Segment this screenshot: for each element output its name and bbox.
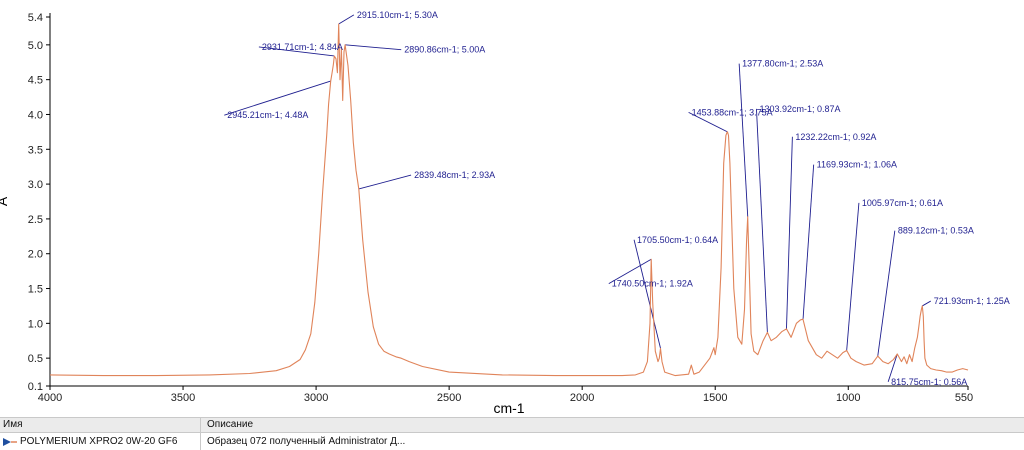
y-tick-label: 3.5 bbox=[28, 144, 43, 156]
y-tick-label: 5.4 bbox=[28, 12, 43, 24]
y-tick-label: 3.0 bbox=[28, 179, 43, 191]
peak-label: 721.93cm-1; 1.25A bbox=[934, 296, 1010, 306]
spectrum-line bbox=[49, 23, 969, 377]
peak-leader-line bbox=[756, 108, 768, 333]
series-group bbox=[49, 23, 969, 377]
y-tick-label: 4.0 bbox=[28, 109, 43, 121]
peak-leader-line bbox=[786, 136, 793, 329]
peak-leader-line bbox=[738, 63, 749, 217]
peak-leader-line bbox=[846, 202, 860, 351]
x-tick-label: 1000 bbox=[836, 392, 860, 404]
peak-label: 1005.97cm-1; 0.61A bbox=[862, 198, 943, 208]
x-tick-label: 3000 bbox=[304, 392, 328, 404]
legend-series-description: Образец 072 полученный Administrator Д..… bbox=[207, 436, 406, 447]
peak-labels: 2915.10cm-1; 5.30A 2931.71cm-1; 4.84A 2890… bbox=[227, 10, 1010, 387]
peak-label: 1232.22cm-1; 0.92A bbox=[795, 132, 876, 142]
spectrum-chart: 0.1 0.5 1.0 1.5 2.0 2.5 3.0 3.5 4.0 4.5 5.0 5.4 400… bbox=[0, 10, 1010, 416]
peak-label: 1169.93cm-1; 1.06A bbox=[817, 160, 897, 170]
peak-label: 2945.21cm-1; 4.48A bbox=[227, 110, 308, 120]
y-tick-label: 0.1 bbox=[28, 381, 43, 393]
peak-leader-line bbox=[877, 230, 896, 357]
legend-col-description[interactable]: Описание bbox=[207, 419, 254, 430]
peak-leader-line bbox=[608, 258, 652, 285]
y-tick-label: 1.5 bbox=[28, 284, 43, 296]
series-marker-icon bbox=[3, 438, 17, 446]
x-tick-label: 1500 bbox=[703, 392, 727, 404]
peak-label: 889.12cm-1; 0.53A bbox=[898, 226, 974, 236]
peak-label: 1377.80cm-1; 2.53A bbox=[742, 59, 823, 69]
x-axis-title: cm-1 bbox=[493, 400, 524, 416]
peak-leader-lines bbox=[224, 14, 931, 382]
x-tick-label: 2000 bbox=[570, 392, 594, 404]
peak-label: 2915.10cm-1; 5.30A bbox=[357, 10, 438, 20]
peak-label: 1303.92cm-1; 0.87A bbox=[759, 104, 840, 114]
x-tick-label: 550 bbox=[955, 392, 973, 404]
peak-label: 2890.86cm-1; 5.00A bbox=[404, 45, 485, 55]
y-axis-ticks: 0.1 0.5 1.0 1.5 2.0 2.5 3.0 3.5 4.0 4.5 5.0 5.4 bbox=[28, 12, 50, 393]
peak-leader-line bbox=[338, 14, 355, 25]
y-tick-label: 2.5 bbox=[28, 214, 43, 226]
peak-leader-line bbox=[633, 239, 661, 349]
y-axis-title: A bbox=[0, 196, 10, 206]
peak-leader-line bbox=[688, 111, 728, 133]
peak-leader-line bbox=[802, 164, 815, 320]
peak-leader-line bbox=[258, 46, 335, 57]
peak-label: 2931.71cm-1; 4.84A bbox=[262, 42, 343, 52]
legend-table: Имя Описание POLYMERIUM XPRO2 0W-20 GF6 … bbox=[0, 417, 1024, 450]
peak-label: 1453.88cm-1; 3.75A bbox=[692, 107, 773, 117]
peak-leader-line bbox=[224, 80, 331, 116]
legend-col-name[interactable]: Имя bbox=[3, 419, 23, 430]
x-tick-label: 3500 bbox=[171, 392, 195, 404]
legend-header: Имя Описание bbox=[0, 418, 1024, 433]
x-tick-label: 4000 bbox=[38, 392, 62, 404]
legend-series-name: POLYMERIUM XPRO2 0W-20 GF6 bbox=[20, 436, 178, 447]
x-tick-label: 2500 bbox=[437, 392, 461, 404]
x-axis-ticks: 4000 3500 3000 2500 2000 1500 1000 550 bbox=[38, 386, 973, 404]
axes bbox=[49, 13, 968, 387]
peak-label: 1740.50cm-1; 1.92A bbox=[612, 279, 693, 289]
y-tick-label: 5.0 bbox=[28, 40, 43, 52]
peak-leader-line bbox=[345, 44, 402, 51]
peak-label: 1705.50cm-1; 0.64A bbox=[637, 235, 718, 245]
column-divider[interactable] bbox=[200, 418, 201, 450]
y-tick-label: 2.0 bbox=[28, 249, 43, 261]
y-tick-label: 1.0 bbox=[28, 318, 43, 330]
peak-label: 2839.48cm-1; 2.93A bbox=[414, 170, 495, 180]
y-tick-label: 0.5 bbox=[28, 353, 43, 365]
peak-leader-line bbox=[887, 353, 898, 382]
legend-row[interactable]: POLYMERIUM XPRO2 0W-20 GF6 Образец 072 п… bbox=[0, 433, 1024, 450]
peak-leader-line bbox=[922, 300, 931, 307]
peak-label: 815.75cm-1; 0.56A bbox=[891, 377, 967, 387]
peak-leader-line bbox=[358, 174, 412, 190]
y-tick-label: 4.5 bbox=[28, 75, 43, 87]
